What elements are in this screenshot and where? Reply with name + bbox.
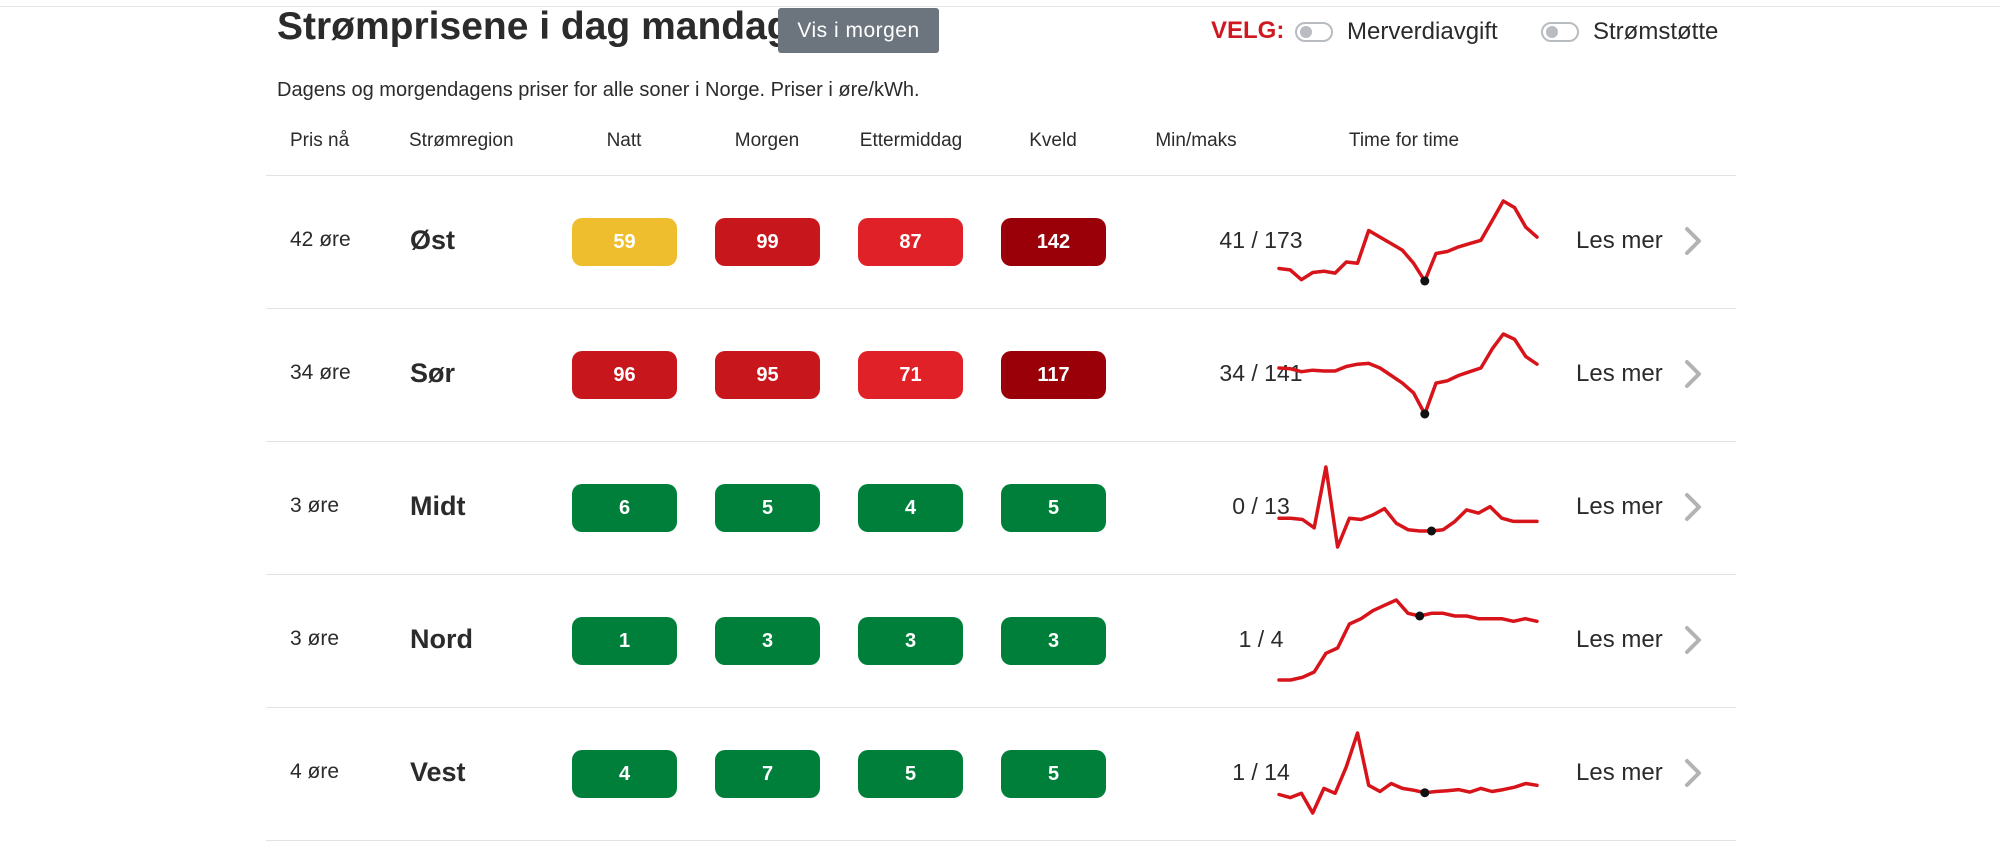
night-price-badge: 6 — [572, 484, 677, 532]
afternoon-price-badge: 87 — [858, 218, 963, 266]
read-more-link[interactable]: Les mer — [1576, 211, 1703, 271]
chevron-right-icon — [1684, 626, 1701, 654]
chevron-right-icon — [1684, 227, 1701, 255]
night-price-badge: 1 — [572, 617, 677, 665]
morning-price-badge: 99 — [715, 218, 820, 266]
read-more-label: Les mer — [1576, 759, 1663, 786]
table-divider — [266, 175, 1736, 176]
night-price-badge: 96 — [572, 351, 677, 399]
current-hour-marker — [1420, 409, 1430, 419]
read-more-label: Les mer — [1576, 227, 1663, 254]
vat-toggle-label: Merverdiavgift — [1347, 18, 1498, 45]
vat-toggle[interactable]: Merverdiavgift — [1295, 16, 1498, 48]
table-divider — [266, 840, 1736, 841]
current-price: 42 øre — [290, 228, 351, 251]
morning-price-badge: 95 — [715, 351, 820, 399]
subsidy-switch[interactable] — [1541, 22, 1579, 42]
region-name: Øst — [410, 225, 456, 255]
read-more-link[interactable]: Les mer — [1576, 610, 1703, 670]
switch-knob-icon — [1300, 26, 1312, 38]
min-max-value: 1 / 4 — [1238, 626, 1284, 652]
current-hour-marker — [1420, 788, 1430, 798]
column-header-region: Strømregion — [409, 130, 514, 151]
table-divider — [266, 707, 1736, 708]
evening-price-badge: 5 — [1001, 484, 1106, 532]
table-row: 42 øre Øst 59 99 87 142 41 / 173 Les mer — [266, 175, 1736, 308]
region-name: Midt — [410, 491, 466, 521]
morning-price-badge: 3 — [715, 617, 820, 665]
table-row: 3 øre Nord 1 3 3 3 1 / 4 Les mer — [266, 574, 1736, 707]
hourly-sparkline — [1277, 465, 1539, 549]
table-row: 34 øre Sør 96 95 71 117 34 / 141 Les mer — [266, 308, 1736, 441]
table-divider — [266, 574, 1736, 575]
column-header-now: Pris nå — [290, 130, 350, 151]
hourly-price-line — [1277, 598, 1539, 682]
current-hour-marker — [1427, 526, 1436, 536]
table-divider — [266, 441, 1736, 442]
hourly-sparkline — [1277, 598, 1539, 682]
read-more-link[interactable]: Les mer — [1576, 344, 1703, 404]
column-header-afternoon: Ettermiddag — [859, 130, 963, 151]
chevron-right-icon — [1684, 360, 1701, 388]
table-row: 3 øre Midt 6 5 4 5 0 / 13 Les mer — [266, 441, 1736, 574]
column-header-morning: Morgen — [734, 130, 800, 151]
afternoon-price-badge: 71 — [858, 351, 963, 399]
current-price: 3 øre — [290, 494, 340, 517]
hourly-sparkline — [1277, 731, 1539, 815]
min-max-value: 0 / 13 — [1232, 493, 1290, 519]
velg-label: VELG: — [1211, 17, 1285, 44]
table-divider — [266, 308, 1736, 309]
table-row: 4 øre Vest 4 7 5 5 1 / 14 Les mer — [266, 707, 1736, 840]
afternoon-price-badge: 4 — [858, 484, 963, 532]
column-header-evening: Kveld — [1029, 130, 1077, 151]
subsidy-toggle-label: Strømstøtte — [1593, 18, 1719, 45]
evening-price-badge: 5 — [1001, 750, 1106, 798]
chevron-right-icon — [1684, 759, 1701, 787]
column-header-night: Natt — [606, 130, 642, 151]
current-price: 4 øre — [290, 760, 340, 783]
column-header-hourly: Time for time — [1348, 130, 1460, 151]
page-title: Strømprisene i dag mandag — [277, 5, 791, 48]
hourly-price-line — [1277, 465, 1539, 549]
read-more-label: Les mer — [1576, 493, 1663, 520]
min-max-value: 34 / 141 — [1219, 360, 1303, 386]
region-name: Nord — [410, 624, 473, 654]
current-price: 3 øre — [290, 627, 340, 650]
switch-knob-icon — [1546, 26, 1558, 38]
afternoon-price-badge: 3 — [858, 617, 963, 665]
show-tomorrow-button[interactable]: Vis i morgen — [778, 8, 939, 53]
current-hour-marker — [1415, 611, 1425, 621]
region-name: Sør — [410, 358, 456, 388]
night-price-badge: 4 — [572, 750, 677, 798]
night-price-badge: 59 — [572, 218, 677, 266]
afternoon-price-badge: 5 — [858, 750, 963, 798]
read-more-label: Les mer — [1576, 360, 1663, 387]
read-more-link[interactable]: Les mer — [1576, 743, 1703, 803]
evening-price-badge: 142 — [1001, 218, 1106, 266]
hourly-price-line — [1277, 199, 1539, 283]
vat-switch[interactable] — [1295, 22, 1333, 42]
min-max-value: 41 / 173 — [1219, 227, 1303, 253]
morning-price-badge: 5 — [715, 484, 820, 532]
min-max-value: 1 / 14 — [1232, 759, 1290, 785]
chevron-right-icon — [1684, 493, 1701, 521]
read-more-link[interactable]: Les mer — [1576, 477, 1703, 537]
current-price: 34 øre — [290, 361, 351, 384]
hourly-price-line — [1277, 731, 1539, 815]
subsidy-toggle[interactable]: Strømstøtte — [1541, 16, 1718, 48]
top-divider — [0, 6, 2000, 7]
evening-price-badge: 117 — [1001, 351, 1106, 399]
evening-price-badge: 3 — [1001, 617, 1106, 665]
current-hour-marker — [1420, 276, 1430, 286]
morning-price-badge: 7 — [715, 750, 820, 798]
read-more-label: Les mer — [1576, 626, 1663, 653]
region-name: Vest — [410, 757, 466, 787]
hourly-price-line — [1277, 332, 1539, 416]
page-subtitle: Dagens og morgendagens priser for alle s… — [277, 79, 920, 101]
hourly-sparkline — [1277, 332, 1539, 419]
column-header-minmax: Min/maks — [1155, 130, 1237, 151]
hourly-sparkline — [1277, 199, 1539, 286]
